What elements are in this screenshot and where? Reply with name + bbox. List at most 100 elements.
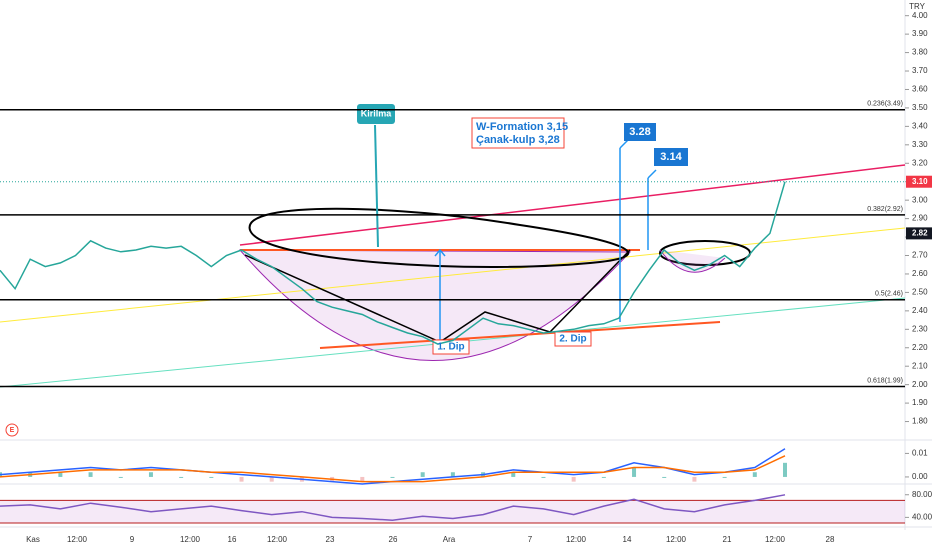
histogram-bar <box>541 476 546 478</box>
y-tick-label: 2.20 <box>912 343 928 352</box>
arrow <box>647 169 657 179</box>
histogram-bar <box>662 476 667 478</box>
y-tick-label: 3.50 <box>912 103 928 112</box>
x-tick-label: 21 <box>723 535 732 544</box>
price-line <box>0 181 786 345</box>
x-tick-label: 14 <box>623 535 632 544</box>
y-tick-label: 2.60 <box>912 269 928 278</box>
dip-box <box>554 331 592 347</box>
x-tick-label: 12:00 <box>666 535 687 544</box>
breakout-ellipse <box>248 207 630 268</box>
y-tick-label: 80.00 <box>912 490 932 499</box>
y-tick-label: 1.80 <box>912 417 928 426</box>
ma-price-tag <box>906 227 932 240</box>
histogram-bar <box>148 472 153 477</box>
last-price-label: 3.10 <box>912 177 928 186</box>
y-tick-label: 2.50 <box>912 288 928 297</box>
x-tick-label: 16 <box>228 535 237 544</box>
ma-price-label: 2.82 <box>912 228 928 237</box>
x-tick-label: 12:00 <box>566 535 587 544</box>
y-tick-label: 2.70 <box>912 251 928 260</box>
price-line <box>0 455 786 483</box>
annotation: 2. Dip <box>559 334 586 345</box>
trend-line <box>239 164 906 246</box>
handle-shape <box>659 249 726 273</box>
y-tick-label: 2.30 <box>912 324 928 333</box>
y-tick-label: 3.30 <box>912 140 928 149</box>
rsi-band <box>0 500 905 524</box>
annotation: Çanak-kulp 3,28 <box>476 134 560 146</box>
x-tick-label: Ara <box>443 535 456 544</box>
y-tick-label: 3.90 <box>912 29 928 38</box>
callout-box <box>357 104 395 124</box>
y-tick-label: 3.70 <box>912 66 928 75</box>
histogram-bar <box>511 472 516 477</box>
y-tick-label: 40.00 <box>912 512 932 521</box>
callout-pointer <box>374 124 379 248</box>
y-tick-label: 4.00 <box>912 11 928 20</box>
y-tick-label: 2.10 <box>912 361 928 370</box>
fib-label: 0.5(2.46) <box>875 291 903 298</box>
histogram-bar <box>58 472 63 477</box>
x-tick-label: 12:00 <box>180 535 201 544</box>
trend-line <box>0 227 906 323</box>
support-line <box>319 321 721 349</box>
histogram-bar <box>601 476 606 478</box>
histogram-bar <box>632 467 637 477</box>
y-tick-label: 3.60 <box>912 85 928 94</box>
histogram-bar <box>752 472 757 477</box>
x-tick-label: 28 <box>826 535 835 544</box>
y-tick-label: 3.80 <box>912 48 928 57</box>
histogram-bar <box>209 476 214 478</box>
x-tick-label: 7 <box>528 535 533 544</box>
x-tick-label: 23 <box>326 535 335 544</box>
x-tick-label: 26 <box>389 535 398 544</box>
event-icon[interactable] <box>5 423 19 437</box>
last-price-tag <box>906 175 932 188</box>
x-tick-label: 12:00 <box>765 535 786 544</box>
x-tick-label: 9 <box>130 535 135 544</box>
y-tick-label: 3.40 <box>912 121 928 130</box>
currency: TRY <box>909 2 926 11</box>
annotation: W-Formation 3,15 <box>476 121 568 133</box>
x-tick-label: Kas <box>26 535 40 544</box>
arrow-head <box>434 248 446 257</box>
w-pattern <box>244 249 631 343</box>
annotation: 3.28 <box>629 126 650 138</box>
x-tick-label: 12:00 <box>67 535 88 544</box>
y-tick-label: 0.01 <box>912 449 928 458</box>
histogram-bar <box>179 476 184 478</box>
fib-label: 0.236(3.49) <box>867 101 903 108</box>
price-line <box>0 494 786 521</box>
arrow <box>619 139 629 149</box>
annotation: Kirilma <box>361 108 393 118</box>
histogram-bar <box>88 472 93 477</box>
annotation: 3.14 <box>660 151 682 163</box>
y-tick-label: 2.40 <box>912 306 928 315</box>
y-tick-label: 1.90 <box>912 398 928 407</box>
target-box <box>624 123 656 141</box>
note-box <box>471 117 565 149</box>
histogram-bar <box>269 476 274 482</box>
histogram-bar <box>692 476 697 482</box>
y-tick-label: 2.90 <box>912 214 928 223</box>
annotation: 1. Dip <box>437 342 464 353</box>
histogram-bar <box>571 476 576 482</box>
x-tick-label: 12:00 <box>267 535 288 544</box>
target-box <box>654 148 688 166</box>
histogram-bar <box>360 476 365 482</box>
histogram-bar <box>239 476 244 482</box>
y-tick-label: 0.00 <box>912 472 928 481</box>
histogram-bar <box>118 476 123 478</box>
histogram-bar <box>390 476 395 478</box>
y-tick-label: 2.00 <box>912 380 928 389</box>
y-tick-label: 3.00 <box>912 195 928 204</box>
fib-label: 0.618(1.99) <box>867 377 903 384</box>
histogram-bar <box>450 472 455 477</box>
histogram-bar <box>420 472 425 477</box>
histogram-bar <box>722 476 727 478</box>
y-tick-label: 3.20 <box>912 158 928 167</box>
histogram-bar <box>783 462 787 477</box>
